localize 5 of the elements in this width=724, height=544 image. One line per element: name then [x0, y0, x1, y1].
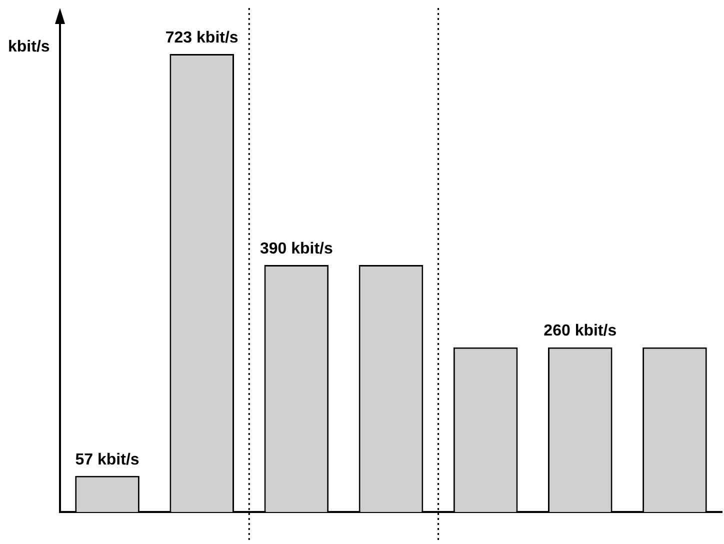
y-axis-title: kbit/s	[8, 38, 50, 56]
data-label: 57 kbit/s	[75, 451, 140, 468]
data-label: 390 kbit/s	[260, 240, 333, 258]
data-label: 260 kbit/s	[544, 322, 617, 340]
data-label: 723 kbit/s	[165, 29, 238, 46]
